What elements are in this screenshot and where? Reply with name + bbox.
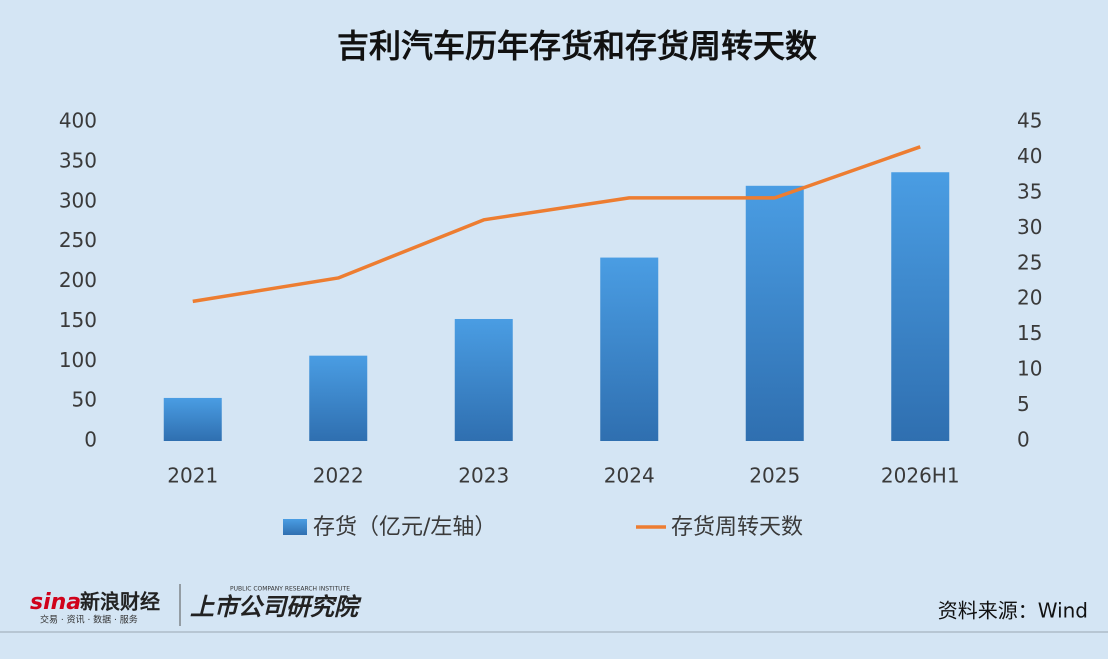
footer-institute: 上市公司研究院 <box>190 593 362 621</box>
y2-tick-label: 45 <box>1017 109 1042 133</box>
y-tick-label: 150 <box>59 308 97 332</box>
bar <box>891 172 950 441</box>
x-tick-label: 2026H1 <box>881 464 960 488</box>
source-note: 资料来源：Wind <box>938 599 1088 623</box>
chart-title: 吉利汽车历年存货和存货周转天数 <box>337 27 818 65</box>
bar <box>454 318 513 441</box>
bar <box>309 355 368 441</box>
legend-label: 存货周转天数 <box>671 515 803 540</box>
x-tick-label: 2022 <box>313 464 364 488</box>
y2-tick-label: 5 <box>1017 392 1030 416</box>
y-tick-label: 300 <box>59 188 97 212</box>
y2-tick-label: 20 <box>1017 286 1042 310</box>
y2-tick-label: 15 <box>1017 321 1042 345</box>
x-tick-label: 2024 <box>604 464 655 488</box>
legend-swatch <box>283 519 307 535</box>
footer-logo-name: 新浪财经 <box>80 590 160 614</box>
y-tick-label: 250 <box>59 228 97 252</box>
x-tick-label: 2021 <box>167 464 218 488</box>
y-tick-label: 50 <box>72 388 97 412</box>
y2-tick-label: 25 <box>1017 250 1042 274</box>
footer-institute-en: PUBLIC COMPANY RESEARCH INSTITUTE <box>230 586 350 593</box>
x-tick-label: 2025 <box>749 464 800 488</box>
y2-tick-label: 30 <box>1017 215 1042 239</box>
legend-label: 存货（亿元/左轴） <box>313 515 496 540</box>
y-tick-label: 400 <box>59 109 97 133</box>
bar <box>745 185 804 441</box>
y2-tick-label: 10 <box>1017 357 1042 381</box>
bar <box>600 257 659 441</box>
y2-tick-label: 35 <box>1017 179 1042 203</box>
y2-tick-label: 40 <box>1017 144 1042 168</box>
y-tick-label: 200 <box>59 268 97 292</box>
footer-slogan: 交易 · 资讯 · 数据 · 服务 <box>40 614 138 626</box>
y-tick-label: 100 <box>59 348 97 372</box>
y2-tick-label: 0 <box>1017 428 1030 452</box>
footer-logo-mark: sina <box>30 590 81 615</box>
line-series <box>192 145 921 304</box>
y-tick-label: 0 <box>84 428 97 452</box>
bar <box>163 397 222 441</box>
y-tick-label: 350 <box>59 148 97 172</box>
x-tick-label: 2023 <box>458 464 509 488</box>
